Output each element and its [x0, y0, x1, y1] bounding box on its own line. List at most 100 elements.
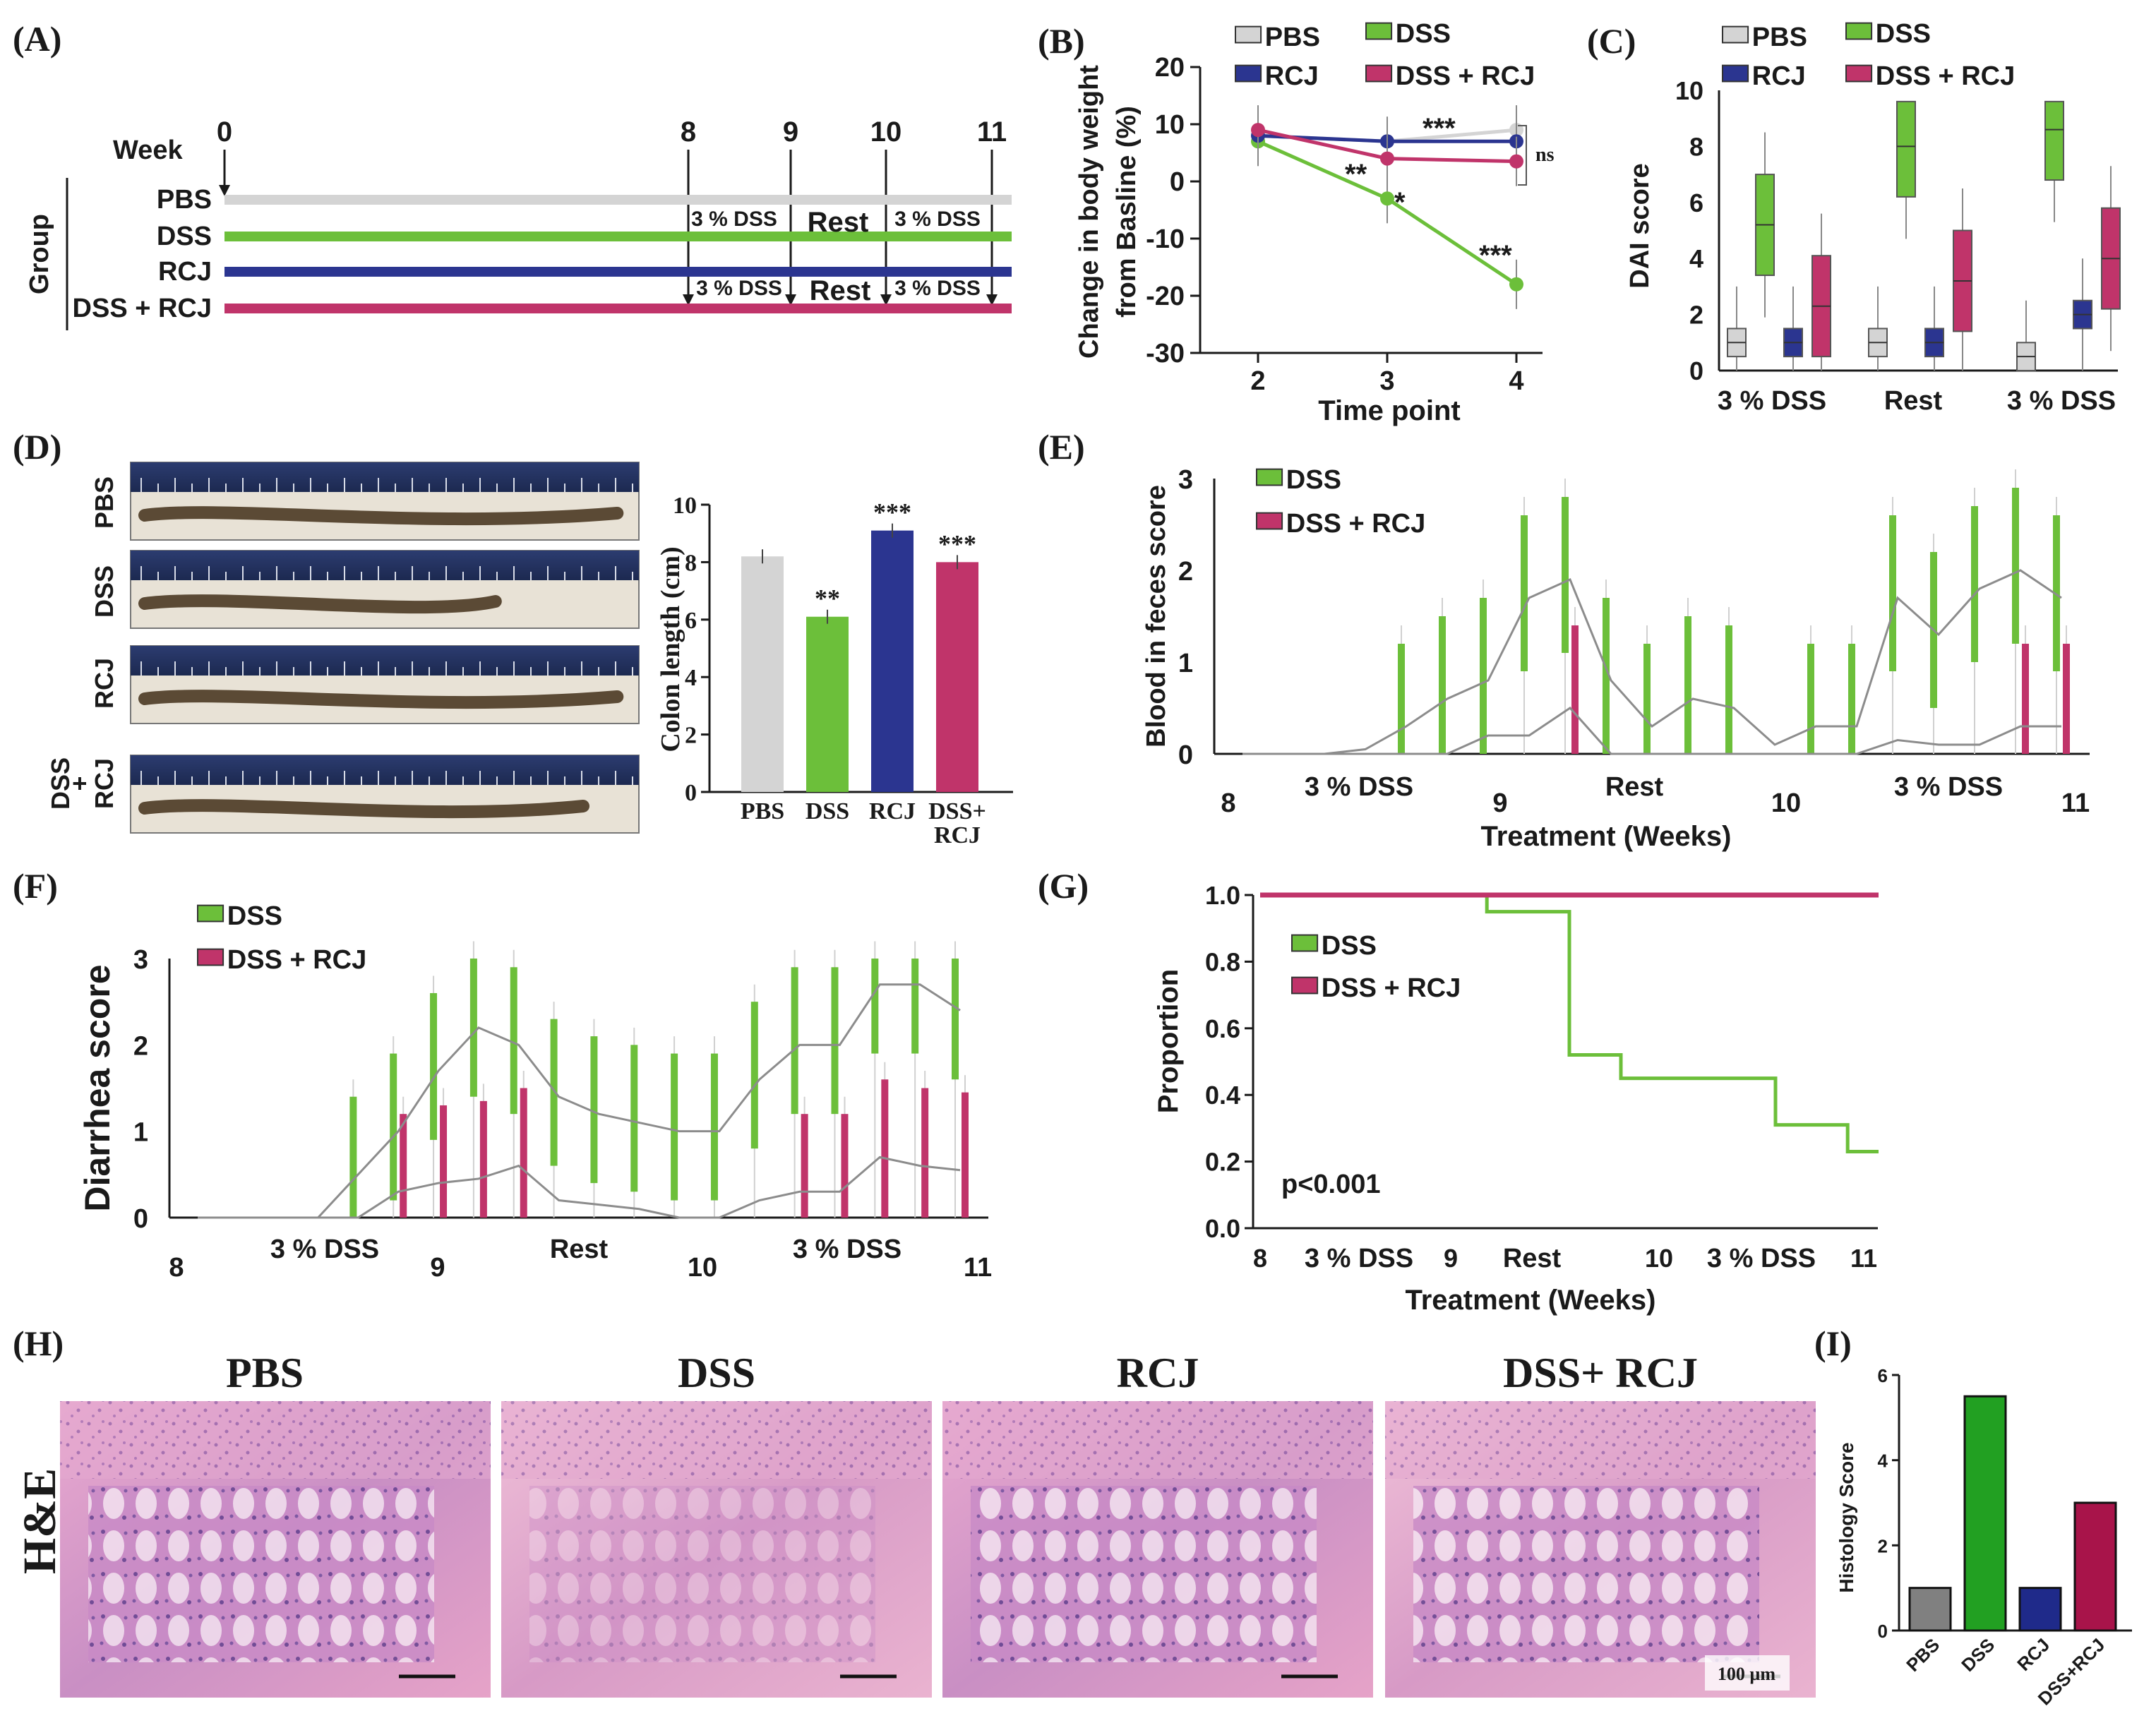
f-legend-dssrcj-label: DSS + RCJ — [227, 945, 366, 975]
d-category-label-3: DSS+ — [928, 798, 986, 824]
b-point — [1251, 123, 1265, 138]
week-tick-0: 0 — [217, 116, 232, 148]
scale-bar-label: 100 µm — [1718, 1664, 1775, 1684]
b-legend-rcj-swatch — [1235, 64, 1262, 83]
group-title: Group — [25, 214, 54, 294]
week-arrowhead-3 — [986, 294, 998, 306]
c-legend-dssrcj-label: DSS + RCJ — [1876, 61, 2015, 91]
b-xtick-label: 2 — [1250, 366, 1265, 396]
e-range-bar — [1684, 616, 1691, 754]
d-bar-3 — [936, 562, 978, 792]
d-bar-1 — [806, 616, 849, 792]
scale-bar-label-bg — [1705, 1655, 1790, 1691]
f-range-bar — [630, 1045, 638, 1192]
f-ytick-label: 1 — [133, 1118, 148, 1148]
c-ytick-label: 6 — [1689, 188, 1703, 217]
e-xtick-label: 9 — [1492, 788, 1507, 818]
g-legend-dss-label: DSS — [1322, 931, 1377, 961]
g-phase-label: 3 % DSS — [1707, 1244, 1816, 1273]
f-phase-label: Rest — [550, 1235, 609, 1264]
e-xlabel: Treatment (Weeks) — [1481, 821, 1732, 852]
c-box — [1896, 100, 1916, 198]
e-range-bar — [2012, 488, 2019, 644]
histology-title-3: DSS+ RCJ — [1503, 1350, 1698, 1396]
e-xtick-label: 8 — [1221, 788, 1235, 818]
f-legend-dssrcj-swatch — [197, 948, 224, 966]
f-range-bar — [349, 1096, 357, 1218]
b-xtick-label: 4 — [1509, 366, 1523, 396]
colon-tissue-0 — [138, 506, 624, 526]
g-ylabel: Proportion — [1153, 969, 1184, 1113]
group-label-pbs: PBS — [157, 185, 212, 215]
group-label-dss: DSS — [157, 222, 212, 251]
panel-f: (F) 0 1 2 3 8 9 10 11 3 % DSS Rest 3 % DSS Diarrhea… — [13, 866, 992, 1283]
histology-mucosa-1 — [501, 1401, 932, 1479]
week-tick-8: 8 — [681, 116, 696, 148]
g-ytick-label: 0.4 — [1205, 1081, 1240, 1110]
e-range-bar — [2063, 644, 2070, 754]
panel-b: (B) 20 10 0 -10 -20 -30 2 3 4 Time point Change in… — [1038, 19, 1555, 426]
f-range-bar — [911, 959, 919, 1054]
g-ytick-label: 1.0 — [1205, 881, 1240, 910]
b-legend-dss-swatch — [1365, 22, 1393, 40]
i-ytick-label: 2 — [1878, 1535, 1888, 1556]
week-arrowhead-1 — [785, 294, 796, 306]
c-legend-rcj-label: RCJ — [1752, 61, 1806, 91]
i-ytick-label: 6 — [1878, 1365, 1888, 1386]
panel-e-label: (E) — [1038, 427, 1085, 467]
b-legend-dss-label: DSS — [1396, 19, 1451, 49]
group-label-dss-rcj: DSS + RCJ — [73, 294, 212, 323]
c-legend-dss-label: DSS — [1876, 19, 1931, 49]
f-ytick-label: 2 — [133, 1031, 148, 1061]
f-legend-dss-swatch — [197, 904, 224, 923]
histology-crypts-3 — [1413, 1486, 1759, 1662]
timeline-bar-pbs — [224, 195, 1012, 205]
phase-label-dssrcj-rest: Rest — [810, 275, 871, 306]
c-ytick-label: 2 — [1689, 301, 1703, 330]
histology-mucosa-2 — [942, 1401, 1373, 1479]
b-ytick-label: -30 — [1146, 339, 1185, 368]
f-range-bar — [590, 1036, 598, 1184]
group-label-rcj: RCJ — [158, 257, 212, 287]
histology-mucosa-3 — [1385, 1401, 1816, 1479]
photo-label-dss: DSS — [90, 565, 119, 618]
photo-label-dssrcj-2: + — [65, 776, 94, 791]
colon-ruler-3 — [131, 755, 639, 785]
f-range-bar — [510, 967, 517, 1115]
c-legend-pbs-swatch — [1722, 25, 1749, 44]
f-range-bar — [921, 1088, 929, 1218]
d-annotation-3: *** — [938, 529, 976, 558]
b-annotation-p4: *** — [1479, 240, 1512, 271]
panel-h: (H) H&E PBS DSS RCJ DSS+ RCJ 100 µm — [13, 1323, 1816, 1698]
b-ytick-label: -10 — [1146, 224, 1185, 254]
g-ytick-label: 0.2 — [1205, 1148, 1240, 1177]
g-xlabel: Treatment (Weeks) — [1406, 1285, 1656, 1316]
c-ytick-label: 10 — [1675, 76, 1703, 105]
histology-crypts-1 — [529, 1486, 875, 1662]
e-phase-label: 3 % DSS — [1305, 772, 1413, 802]
phase-label-dssrcj-2: 3 % DSS — [894, 277, 981, 300]
d-category-label-2: RCJ — [869, 798, 916, 824]
g-xtick-label: 9 — [1444, 1244, 1458, 1273]
b-ns-bracket — [1518, 125, 1527, 186]
panel-c-label: (C) — [1587, 21, 1636, 61]
g-series-line-0 — [1260, 893, 1879, 1153]
b-legend-dssrcj-label: DSS + RCJ — [1396, 61, 1535, 91]
week-tick-11: 11 — [977, 116, 1007, 148]
c-ylabel: DAI score — [1625, 163, 1655, 288]
phase-label-dssrcj-1: 3 % DSS — [696, 277, 782, 300]
f-range-bar — [871, 959, 879, 1054]
panel-f-label: (F) — [13, 866, 58, 906]
f-phase-label: 3 % DSS — [793, 1235, 902, 1264]
i-bar-1 — [1963, 1395, 2007, 1632]
d-ytick-label: 0 — [685, 780, 697, 806]
timeline-bar-dss — [224, 232, 1012, 241]
b-point — [1380, 151, 1394, 166]
i-bar-0 — [1908, 1587, 1952, 1632]
b-ytick-label: 20 — [1155, 53, 1185, 83]
e-range-bar — [1848, 644, 1855, 754]
panel-a-label: (A) — [13, 19, 61, 59]
i-category-label-0: PBS — [1902, 1634, 1944, 1676]
d-ytick-label: 4 — [685, 665, 697, 691]
